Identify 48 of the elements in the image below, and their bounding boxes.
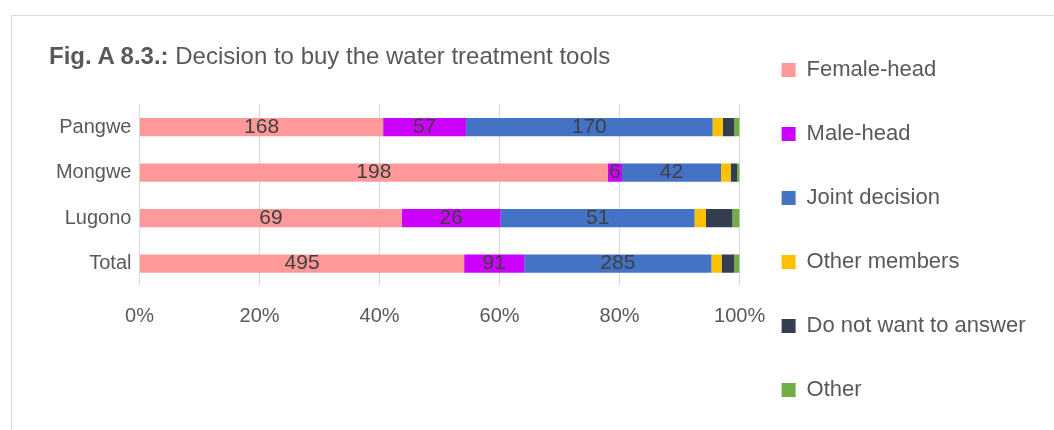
bar — [140, 163, 608, 182]
y-tick-label: Lugono — [64, 205, 132, 228]
annotation: 170 — [571, 113, 607, 137]
annotation: 495 — [284, 250, 320, 274]
bar — [465, 117, 713, 137]
bar — [621, 163, 721, 182]
x-tick-label: 40% — [359, 303, 400, 326]
bar — [734, 117, 740, 137]
annotation: 26 — [439, 204, 463, 228]
bar — [140, 254, 465, 273]
legend-label: Other members — [806, 248, 960, 274]
bar — [711, 254, 722, 273]
bar — [500, 209, 695, 228]
bar — [730, 163, 738, 182]
annotation: 57 — [412, 113, 437, 137]
annotation: 198 — [356, 159, 392, 183]
x-tick-label: 0% — [125, 303, 155, 326]
bar — [722, 117, 735, 137]
x-tick-label: 100% — [714, 303, 766, 326]
legend-label: Do not want to answer — [806, 312, 1026, 338]
chart-title: Fig. A 8.3.: Decision to buy the water treatment tools — [49, 42, 611, 70]
bar — [721, 163, 731, 182]
x-tick-label: 80% — [599, 303, 640, 326]
annotation: 91 — [482, 250, 506, 274]
y-tick-label: Total — [89, 251, 132, 274]
y-tick-label: Mongwe — [55, 160, 132, 183]
bar — [524, 254, 712, 273]
bar — [706, 209, 733, 228]
legend-label: Other — [806, 376, 862, 402]
bar — [734, 254, 740, 273]
bar — [694, 209, 706, 228]
legend-label: Joint decision — [806, 184, 940, 210]
bar — [732, 209, 740, 228]
annotation: 51 — [586, 204, 610, 228]
annotation: 285 — [600, 250, 636, 274]
annotation: 69 — [259, 204, 283, 228]
x-tick-label: 60% — [479, 303, 520, 326]
annotation: 168 — [244, 113, 280, 137]
y-tick-label: Pangwe — [59, 114, 132, 137]
bar — [140, 209, 402, 228]
x-tick-label: 20% — [239, 303, 280, 326]
annotation: 6 — [608, 159, 621, 183]
annotation: 42 — [659, 159, 684, 183]
bar — [712, 117, 723, 137]
legend-label: Female-head — [806, 56, 937, 82]
legend-label: Male-head — [806, 120, 911, 146]
bar — [721, 254, 735, 273]
bar — [140, 117, 384, 137]
